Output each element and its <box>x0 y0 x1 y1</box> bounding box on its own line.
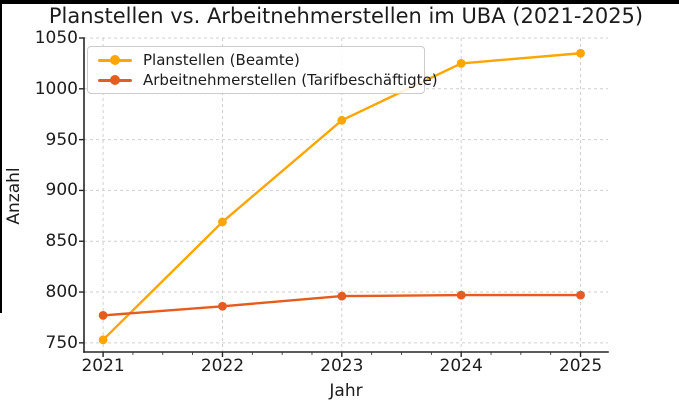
planstellen-marker-icon <box>110 55 120 65</box>
data-point <box>337 291 347 301</box>
legend-entry-planstellen: Planstellen (Beamte) <box>98 51 414 69</box>
legend-label: Planstellen (Beamte) <box>143 51 300 69</box>
legend-box: Planstellen (Beamte) Arbeitnehmerstellen… <box>87 46 438 94</box>
data-point <box>218 301 227 311</box>
y-tick-label: 1000 <box>34 78 78 99</box>
y-tick-label: 850 <box>45 231 78 252</box>
series-1 <box>98 290 585 320</box>
x-axis-label: Jahr <box>329 381 363 401</box>
x-tick-label: 2022 <box>200 356 245 376</box>
chart-title: Planstellen vs. Arbeitnehmerstellen im U… <box>48 4 644 28</box>
data-point <box>98 311 108 320</box>
planstellen-line-swatch <box>98 55 132 65</box>
series-0 <box>98 48 585 345</box>
axis-spines <box>83 37 609 353</box>
x-tick-label: 2021 <box>81 356 125 376</box>
legend-entry-arbeitnehmerstellen: Arbeitnehmerstellen (Tarifbeschäftigte) <box>98 71 438 89</box>
legend-label: Arbeitnehmerstellen (Tarifbeschäftigte) <box>143 71 438 89</box>
gridlines <box>84 37 608 352</box>
letterbox-left-bar <box>0 0 2 313</box>
data-point <box>456 290 466 300</box>
y-tick-label: 950 <box>45 129 78 150</box>
y-tick-label: 750 <box>45 332 78 353</box>
y-axis-label: Anzahl <box>4 167 24 225</box>
data-point <box>576 48 585 58</box>
y-tick-label: 800 <box>45 282 78 303</box>
data-point <box>456 59 466 68</box>
data-point <box>218 217 227 227</box>
x-tick-label: 2024 <box>439 356 483 376</box>
x-tick-label: 2025 <box>558 356 603 376</box>
y-tick-label: 900 <box>45 180 78 201</box>
x-tick-label: 2023 <box>320 356 364 376</box>
arbeitnehmerstellen-line-swatch <box>98 75 132 85</box>
data-point <box>576 290 585 300</box>
data-point <box>98 335 108 345</box>
data-point <box>337 115 347 125</box>
y-tick-label: 1050 <box>34 28 78 48</box>
arbeitnehmerstellen-marker-icon <box>110 75 120 85</box>
letterbox-top-bar <box>0 0 679 4</box>
